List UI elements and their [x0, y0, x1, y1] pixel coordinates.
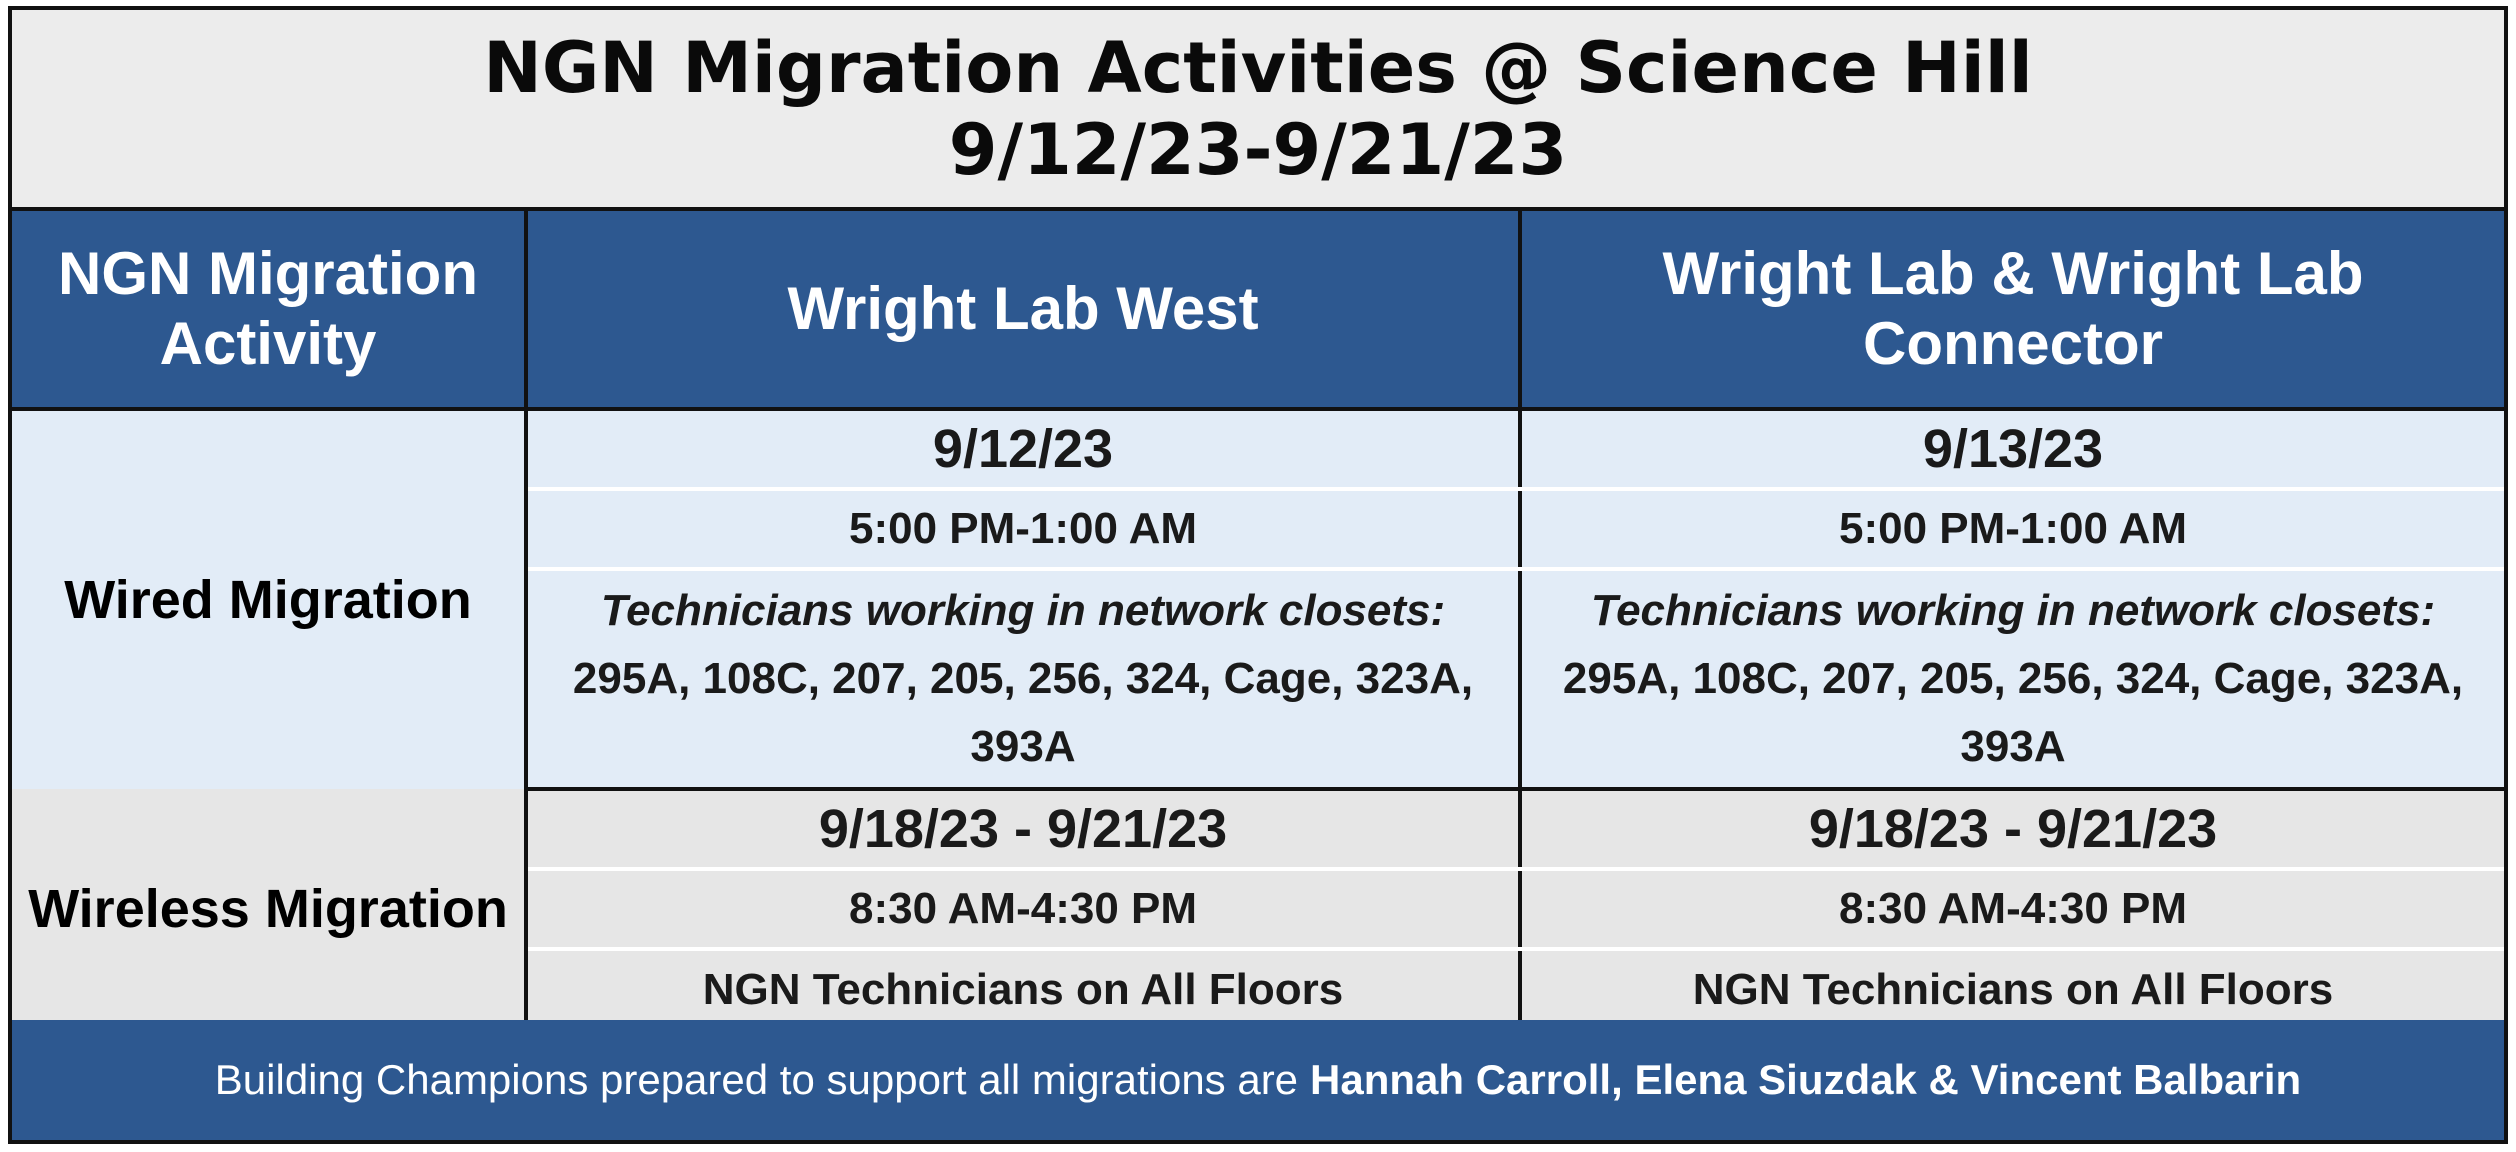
closet-list: 295A, 108C, 207, 205, 256, 324, Cage, 32… [572, 654, 1474, 771]
wireless-time-row: 8:30 AM-4:30 PM 8:30 AM-4:30 PM [12, 869, 2504, 951]
wireless-floors-connector: NGN Technicians on All Floors [1520, 949, 2504, 1029]
wired-migration-label: Wired Migration [12, 409, 528, 789]
wired-time-connector: 5:00 PM-1:00 AM [1520, 489, 2504, 571]
document-title: NGN Migration Activities @ Science Hill … [12, 10, 2504, 207]
wired-date-row: Wired Migration 9/12/23 9/13/23 [12, 409, 2504, 789]
champion-names: Hannah Carroll, Elena Siuzdak & Vincent … [1310, 1056, 2302, 1103]
header-wright-lab-west: Wright Lab West [524, 207, 1520, 411]
note-heading: Technicians working in network closets: [1590, 586, 2436, 635]
wireless-date-connector: 9/18/23 - 9/21/23 [1520, 789, 2504, 871]
wired-note-connector: Technicians working in network closets: … [1520, 569, 2504, 791]
wireless-floors-row: NGN Technicians on All Floors NGN Techni… [12, 949, 2504, 1029]
wired-time-west: 5:00 PM-1:00 AM [526, 489, 1522, 571]
wireless-migration-label: Wireless Migration [12, 789, 528, 1029]
closet-list: 295A, 108C, 207, 205, 256, 324, Cage, 32… [1562, 654, 2464, 771]
note-heading: Technicians working in network closets: [600, 586, 1446, 635]
wired-note-west: Technicians working in network closets: … [526, 569, 1522, 791]
wireless-time-connector: 8:30 AM-4:30 PM [1520, 869, 2504, 951]
wired-note-row: Technicians working in network closets: … [12, 569, 2504, 791]
wireless-date-row: Wireless Migration 9/18/23 - 9/21/23 9/1… [12, 789, 2504, 1029]
wireless-date-west: 9/18/23 - 9/21/23 [526, 789, 1522, 871]
wired-time-row: 5:00 PM-1:00 AM 5:00 PM-1:00 AM [12, 489, 2504, 571]
header-wright-lab-connector: Wright Lab & Wright Lab Connector [1518, 207, 2504, 411]
migration-table: NGN Migration Activity Wright Lab West W… [12, 207, 2504, 1029]
title-line-1: NGN Migration Activities @ Science Hill [483, 26, 2033, 109]
footer-banner: Building Champions prepared to support a… [12, 1020, 2504, 1140]
footer-prefix: Building Champions prepared to support a… [214, 1056, 1299, 1103]
schedule-document: NGN Migration Activities @ Science Hill … [8, 6, 2508, 1144]
title-line-2: 9/12/23-9/21/23 [948, 108, 1568, 191]
header-activity: NGN Migration Activity [12, 207, 526, 411]
wireless-floors-west: NGN Technicians on All Floors [526, 949, 1522, 1029]
wireless-time-west: 8:30 AM-4:30 PM [526, 869, 1522, 951]
table-header-row: NGN Migration Activity Wright Lab West W… [12, 207, 2504, 411]
wired-date-west: 9/12/23 [526, 409, 1522, 491]
wired-date-connector: 9/13/23 [1520, 409, 2504, 491]
